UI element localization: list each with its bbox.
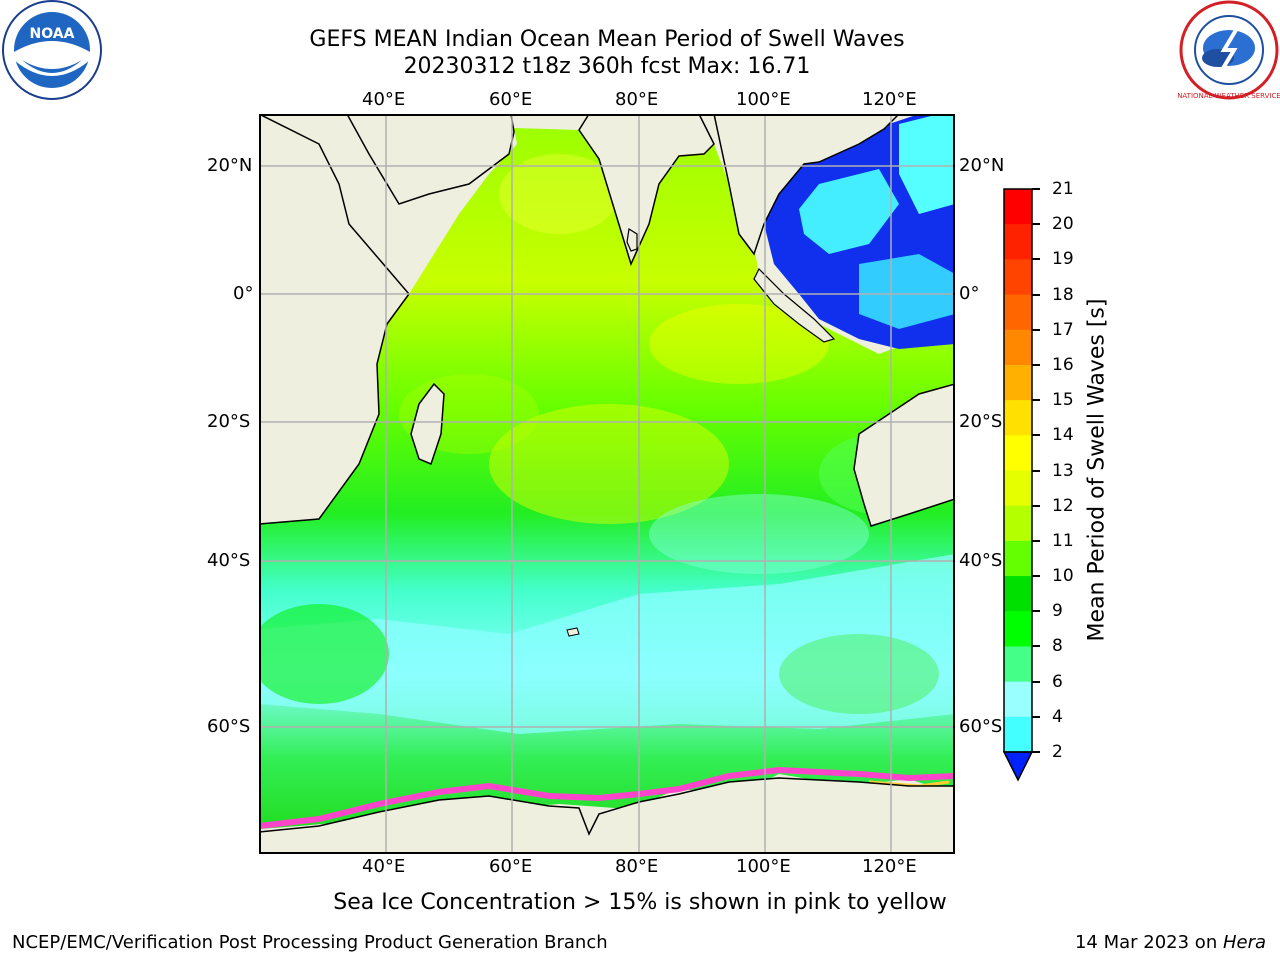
colorbar-tick-label: 20 xyxy=(1052,214,1074,235)
colorbar-swatch xyxy=(1004,400,1032,436)
lat-label-left-40s: 40°S xyxy=(207,550,251,571)
lat-label-left-0: 0° xyxy=(233,283,254,304)
map-gridlines xyxy=(259,114,955,854)
land-india xyxy=(578,114,715,267)
colorbar-tick-mark xyxy=(1032,504,1040,507)
land-madagascar xyxy=(410,382,445,466)
lat-label-right-60s: 60°S xyxy=(959,716,1003,737)
colorbar xyxy=(1002,188,1034,782)
lat-label-right-0: 0° xyxy=(959,283,980,304)
lon-label-top-60e: 60°E xyxy=(489,89,533,110)
colorbar-tick-label: 9 xyxy=(1052,601,1063,622)
colorbar-swatch xyxy=(1004,505,1032,542)
map-title-line2: 20230312 t18z 360h fcst Max: 16.71 xyxy=(403,54,811,79)
lon-label-bottom-60e: 60°E xyxy=(489,856,533,877)
footer-branch: NCEP/EMC/Verification Post Processing Pr… xyxy=(12,932,608,953)
lat-label-left-20n: 20°N xyxy=(207,155,253,176)
ocean-cyan-band xyxy=(259,554,955,734)
colorbar-tick-label: 14 xyxy=(1052,425,1074,446)
colorbar-swatch xyxy=(1004,470,1032,507)
colorbar-tick-label: 15 xyxy=(1052,390,1074,411)
map-title-line1: GEFS MEAN Indian Ocean Mean Period of Sw… xyxy=(309,27,905,52)
land-sumatra xyxy=(753,267,836,343)
colorbar-tick-label: 13 xyxy=(1052,460,1074,481)
colorbar-tick-label: 11 xyxy=(1052,530,1074,551)
sea-ice-caption: Sea Ice Concentration > 15% is shown in … xyxy=(333,890,947,915)
colorbar-tick-label: 16 xyxy=(1052,354,1074,375)
colorbar-tick-mark xyxy=(1032,575,1040,578)
lat-label-left-60s: 60°S xyxy=(207,716,251,737)
colorbar-swatch xyxy=(1004,435,1032,471)
footer-date: 14 Mar 2023 on Hera xyxy=(1075,932,1266,953)
colorbar-tick-mark xyxy=(1032,715,1040,718)
colorbar-tick-mark xyxy=(1032,680,1040,683)
colorbar-label: Mean Period of Swell Waves [s] xyxy=(1084,298,1110,642)
lon-label-top-40e: 40°E xyxy=(362,89,406,110)
land-australia xyxy=(853,383,955,527)
colorbar-swatch xyxy=(1004,716,1032,753)
noaa-logo-text: NOAA xyxy=(30,26,75,42)
colorbar-tick-mark xyxy=(1032,645,1040,648)
colorbar-tick-label: 12 xyxy=(1052,495,1074,516)
colorbar-tick-mark xyxy=(1032,399,1040,402)
colorbar-swatch xyxy=(1004,681,1032,718)
lon-label-bottom-100e: 100°E xyxy=(736,856,791,877)
colorbar-tick-label: 6 xyxy=(1052,671,1063,692)
colorbar-tick-label: 8 xyxy=(1052,636,1063,657)
colorbar-swatch xyxy=(1004,329,1032,366)
colorbar-swatches xyxy=(1004,189,1032,753)
colorbar-swatch xyxy=(1004,576,1032,612)
colorbar-tick-mark xyxy=(1032,293,1040,296)
land-sri-lanka xyxy=(626,228,638,252)
land-southeast-asia xyxy=(713,114,901,256)
colorbar-tick-label: 2 xyxy=(1052,742,1063,762)
colorbar-tick-label: 10 xyxy=(1052,566,1074,587)
lat-label-right-40s: 40°S xyxy=(959,550,1003,571)
colorbar-tick-mark xyxy=(1032,328,1040,331)
footer-host: Hera xyxy=(1222,932,1266,953)
colorbar-tick-mark xyxy=(1032,751,1040,753)
colorbar-swatch xyxy=(1004,189,1032,225)
lon-label-bottom-40e: 40°E xyxy=(362,856,406,877)
colorbar-tick-mark xyxy=(1032,610,1040,613)
colorbar-tick-mark xyxy=(1032,539,1040,542)
nws-logo-text: NATIONAL WEATHER SERVICE xyxy=(1178,92,1280,100)
footer-date-text: 14 Mar 2023 on xyxy=(1074,932,1223,953)
sea-ice-fringe xyxy=(259,766,955,829)
colorbar-tick-mark xyxy=(1032,363,1040,366)
colorbar-tick-label: 4 xyxy=(1052,706,1063,727)
colorbar-tick-mark xyxy=(1032,258,1040,261)
colorbar-swatch xyxy=(1004,224,1032,260)
colorbar-tick-label: 21 xyxy=(1052,179,1074,199)
noaa-logo: NOAA xyxy=(2,0,102,100)
colorbar-swatch xyxy=(1004,540,1032,577)
lon-label-top-80e: 80°E xyxy=(615,89,659,110)
colorbar-tick-label: 18 xyxy=(1052,284,1074,305)
lon-label-top-100e: 100°E xyxy=(736,89,791,110)
colorbar-swatch xyxy=(1004,364,1032,401)
colorbar-tick-mark xyxy=(1032,469,1040,472)
colorbar-tick-mark xyxy=(1032,188,1040,190)
lon-label-bottom-80e: 80°E xyxy=(615,856,659,877)
indian-ocean-map xyxy=(259,114,955,854)
colorbar-swatch xyxy=(1004,646,1032,683)
colorbar-tick-label: 19 xyxy=(1052,249,1074,270)
land-kerguelen xyxy=(566,627,580,637)
colorbar-swatch xyxy=(1004,259,1032,296)
colorbar-tick-label: 17 xyxy=(1052,319,1074,340)
colorbar-tick-mark xyxy=(1032,434,1040,437)
map-frame xyxy=(259,114,955,854)
lat-label-right-20n: 20°N xyxy=(959,155,1005,176)
nws-logo: NATIONAL WEATHER SERVICE xyxy=(1178,0,1280,100)
lon-label-bottom-120e: 120°E xyxy=(862,856,917,877)
colorbar-swatch xyxy=(1004,294,1032,331)
colorbar-extend-triangle xyxy=(1002,751,1034,782)
lat-label-left-20s: 20°S xyxy=(207,411,251,432)
colorbar-tick-mark xyxy=(1032,223,1040,226)
lat-label-right-20s: 20°S xyxy=(959,411,1003,432)
colorbar-swatch xyxy=(1004,611,1032,647)
lon-label-top-120e: 120°E xyxy=(862,89,917,110)
